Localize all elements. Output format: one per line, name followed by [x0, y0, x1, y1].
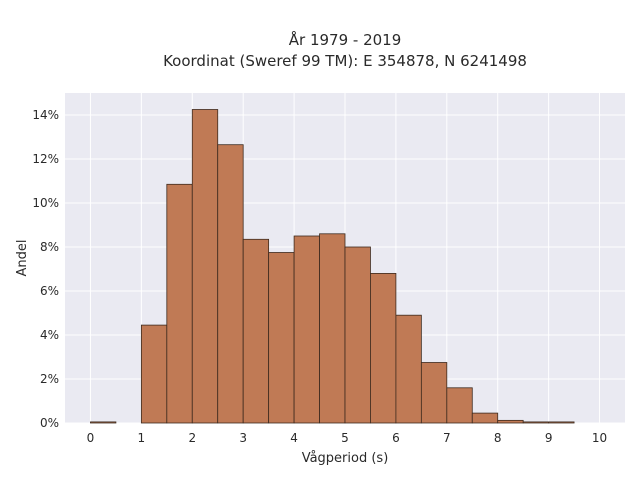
x-axis-label: Vågperiod (s): [302, 451, 389, 466]
histogram-bar: [140, 324, 168, 424]
histogram-bar: [268, 252, 295, 424]
histogram-bar: [471, 412, 499, 424]
y-tick-label: 12%: [32, 152, 59, 166]
x-tick-label: 0: [87, 431, 95, 445]
histogram-bar: [90, 421, 117, 424]
x-tick-label: 6: [392, 431, 400, 445]
x-tick-label: 1: [138, 431, 146, 445]
y-tick-label: 6%: [40, 284, 59, 298]
y-tick-label: 0%: [40, 416, 59, 430]
histogram-bar: [166, 183, 193, 424]
histogram-bar: [370, 272, 397, 424]
histogram-bar: [191, 109, 219, 424]
y-tick-label: 4%: [40, 328, 59, 342]
histogram-bar: [446, 387, 473, 424]
histogram-bar: [319, 233, 346, 424]
y-tick-label: 10%: [32, 196, 59, 210]
histogram-bar: [293, 235, 320, 424]
chart-subtitle: Koordinat (Sweref 99 TM): E 354878, N 62…: [163, 52, 527, 70]
histogram-bar: [420, 362, 448, 424]
y-tick-label: 2%: [40, 372, 59, 386]
histogram-bar: [217, 144, 244, 424]
y-tick-labels: 0% 2% 4% 6% 8% 10% 12% 14%: [32, 108, 59, 430]
x-tick-label: 7: [443, 431, 451, 445]
x-tick-label: 3: [239, 431, 247, 445]
y-tick-label: 8%: [40, 240, 59, 254]
x-tick-label: 4: [290, 431, 298, 445]
bars-group: [90, 109, 575, 424]
histogram-bar: [522, 421, 550, 424]
histogram-bar: [344, 246, 371, 424]
x-tick-label: 8: [494, 431, 502, 445]
x-tick-label: 2: [188, 431, 196, 445]
histogram-bar: [497, 419, 524, 424]
x-tick-label: 10: [592, 431, 607, 445]
histogram-bar: [548, 421, 575, 424]
x-tick-labels: 0 1 2 3 4 5 6 7 8 9 10: [87, 431, 608, 445]
x-tick-label: 5: [341, 431, 349, 445]
y-tick-label: 14%: [32, 108, 59, 122]
chart-title: År 1979 - 2019: [289, 30, 402, 49]
histogram-bar: [242, 238, 270, 424]
histogram-bar: [395, 314, 422, 424]
x-tick-label: 9: [545, 431, 553, 445]
y-axis-label: Andel: [15, 240, 30, 277]
